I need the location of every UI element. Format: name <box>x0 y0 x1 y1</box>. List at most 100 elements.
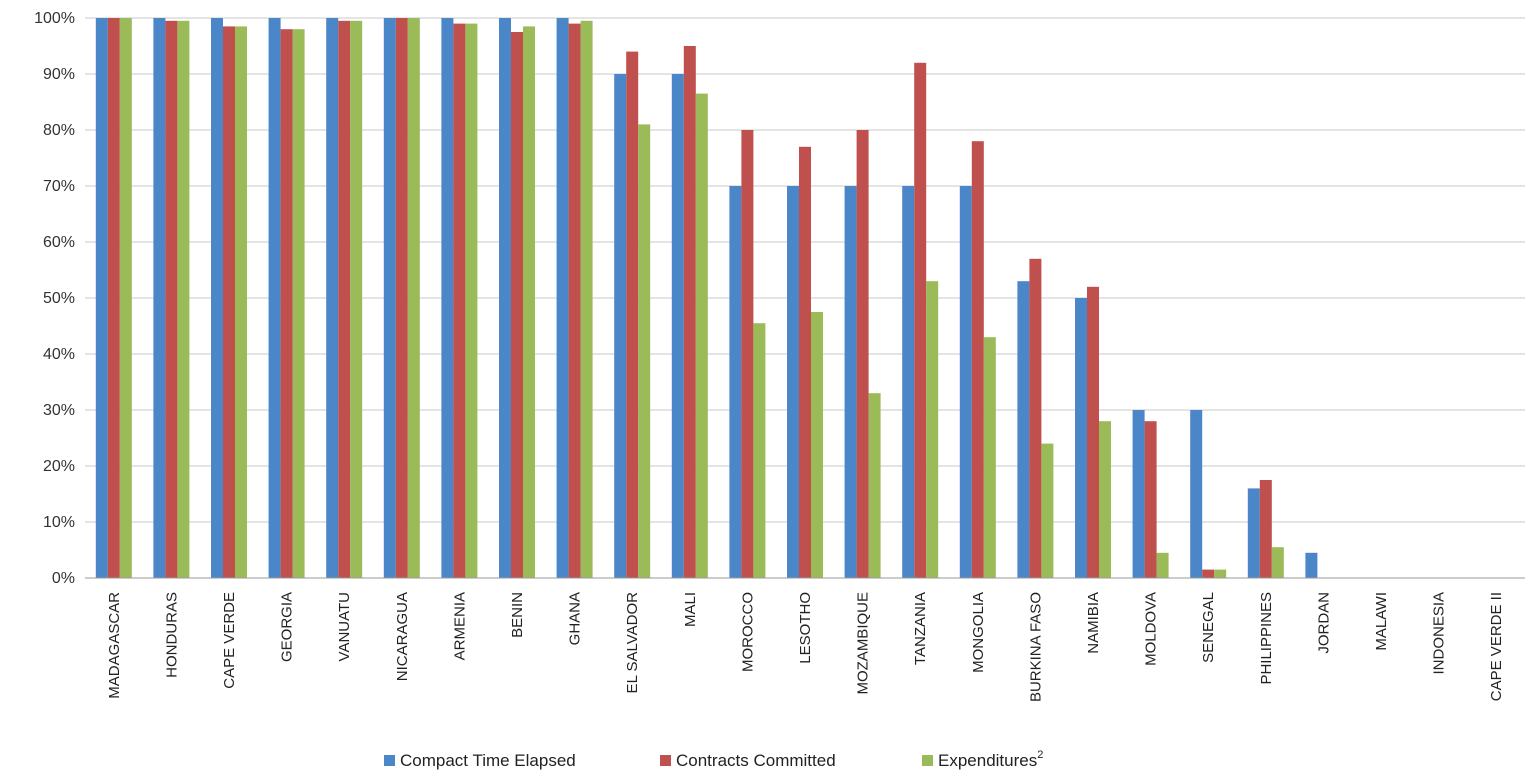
bar-contracts-committed-mozambique <box>856 130 869 578</box>
bar-compact-time-elapsed-jordan <box>1305 552 1318 578</box>
x-tick-label: EL SALVADOR <box>624 592 641 694</box>
bar-compact-time-elapsed-mozambique <box>844 186 857 578</box>
bar-contracts-committed-vanuatu <box>338 20 351 579</box>
bar-expenditures-madagascar <box>119 18 132 578</box>
bar-contracts-committed-armenia <box>453 23 466 579</box>
bar-contracts-committed-nicaragua <box>395 18 408 578</box>
legend-label-text: Contracts Committed <box>676 751 836 770</box>
y-tick-label: 30% <box>43 402 75 419</box>
bar-compact-time-elapsed-el-salvador <box>614 74 627 578</box>
x-tick-label: MALI <box>682 592 699 627</box>
bar-compact-time-elapsed-burkina-faso <box>1017 281 1030 578</box>
bar-contracts-committed-senegal <box>1202 569 1215 578</box>
y-axis: 0% 10% 20% 30% 40% 50% 60% 70% 80% 90% 100% <box>34 10 75 587</box>
x-tick-label: MOROCCO <box>739 592 756 672</box>
bar-expenditures-vanuatu <box>350 20 363 579</box>
legend-label: Expenditures2 <box>938 749 1043 770</box>
y-tick-label: 80% <box>43 122 75 139</box>
bar-contracts-committed-cape-verde <box>223 26 235 578</box>
bar-expenditures-philippines <box>1271 547 1284 578</box>
x-tick-label: MOZAMBIQUE <box>855 592 872 695</box>
x-tick-label: MADAGASCAR <box>106 592 123 699</box>
legend-swatch <box>922 755 933 766</box>
bar-contracts-committed-georgia <box>280 29 293 578</box>
bar-expenditures-mali <box>695 93 708 578</box>
y-tick-label: 10% <box>43 514 75 531</box>
x-tick-label: MOLDOVA <box>1143 592 1160 666</box>
x-tick-label: TANZANIA <box>912 592 929 665</box>
bar-compact-time-elapsed-mali <box>671 74 684 578</box>
bar-compact-time-elapsed-tanzania <box>902 186 915 578</box>
bar-contracts-committed-lesotho <box>799 146 811 579</box>
bar-compact-time-elapsed-namibia <box>1075 298 1087 578</box>
legend-label-text: Expenditures <box>938 751 1037 770</box>
bar-expenditures-honduras <box>177 20 190 579</box>
bar-expenditures-senegal <box>1214 569 1227 578</box>
bar-expenditures-burkina-faso <box>1041 443 1054 578</box>
bar-compact-time-elapsed-ghana <box>556 18 569 578</box>
bar-compact-time-elapsed-senegal <box>1190 410 1203 578</box>
legend-swatch <box>660 755 671 766</box>
x-tick-label: MALAWI <box>1373 592 1390 651</box>
bar-contracts-committed-honduras <box>165 20 178 579</box>
bar-contracts-committed-ghana <box>568 23 581 579</box>
x-tick-label: ARMENIA <box>451 592 468 660</box>
legend-label: Compact Time Elapsed <box>400 751 576 770</box>
x-tick-label: PHILIPPINES <box>1258 592 1275 685</box>
bar-compact-time-elapsed-vanuatu <box>326 18 339 578</box>
bar-compact-time-elapsed-armenia <box>441 18 454 578</box>
bar-expenditures-georgia <box>292 29 305 578</box>
bar-compact-time-elapsed-morocco <box>729 186 742 578</box>
bar-compact-time-elapsed-madagascar <box>95 18 108 578</box>
x-tick-label: CAPE VERDE <box>221 592 238 689</box>
bar-contracts-committed-moldova <box>1144 421 1157 578</box>
y-tick-label: 60% <box>43 234 75 251</box>
legend-superscript: 2 <box>1037 749 1043 761</box>
x-tick-label: BENIN <box>509 592 526 638</box>
bar-contracts-committed-mongolia <box>971 141 984 578</box>
bar-expenditures-el-salvador <box>638 124 651 579</box>
bar-expenditures-lesotho <box>811 312 823 578</box>
bar-expenditures-armenia <box>465 23 478 579</box>
y-tick-label: 50% <box>43 290 75 307</box>
bar-expenditures-benin <box>523 26 535 578</box>
bar-compact-time-elapsed-mongolia <box>959 186 972 578</box>
bar-expenditures-nicaragua <box>407 18 420 578</box>
bar-contracts-committed-el-salvador <box>626 51 639 579</box>
x-tick-label: BURKINA FASO <box>1027 592 1044 702</box>
x-tick-label: SENEGAL <box>1200 592 1217 663</box>
bar-compact-time-elapsed-philippines <box>1247 488 1260 578</box>
bar-expenditures-morocco <box>753 323 766 578</box>
x-tick-label: NICARAGUA <box>394 592 411 681</box>
x-tick-label: NAMIBIA <box>1085 592 1102 654</box>
bar-compact-time-elapsed-lesotho <box>787 186 799 578</box>
bar-expenditures-cape-verde <box>235 26 247 578</box>
x-tick-label: LESOTHO <box>797 592 814 664</box>
x-tick-label: VANUATU <box>336 592 353 661</box>
bar-compact-time-elapsed-honduras <box>153 18 166 578</box>
bars <box>95 18 1318 579</box>
bar-expenditures-mozambique <box>868 393 881 578</box>
y-tick-label: 0% <box>52 570 75 587</box>
bar-expenditures-ghana <box>580 20 593 579</box>
y-tick-label: 70% <box>43 178 75 195</box>
x-tick-label: HONDURAS <box>163 592 180 678</box>
bar-expenditures-tanzania <box>926 281 939 578</box>
bar-contracts-committed-benin <box>511 32 523 578</box>
bar-expenditures-moldova <box>1156 552 1169 578</box>
x-tick-label: CAPE VERDE II <box>1488 592 1505 701</box>
bar-contracts-committed-mali <box>683 46 696 578</box>
bar-compact-time-elapsed-benin <box>499 18 511 578</box>
bar-contracts-committed-madagascar <box>107 18 120 578</box>
y-tick-label: 40% <box>43 346 75 363</box>
bar-compact-time-elapsed-cape-verde <box>211 18 223 578</box>
x-tick-label: MONGOLIA <box>970 592 987 673</box>
x-tick-label: JORDAN <box>1315 592 1332 654</box>
legend: Compact Time Elapsed Contracts Committed E… <box>384 749 1043 770</box>
bar-expenditures-mongolia <box>983 337 996 578</box>
bar-contracts-committed-burkina-faso <box>1029 258 1042 578</box>
x-axis: MADAGASCAR HONDURAS CAPE VERDE GEORGIA VANUA… <box>85 577 1525 702</box>
bar-contracts-committed-namibia <box>1087 286 1099 578</box>
